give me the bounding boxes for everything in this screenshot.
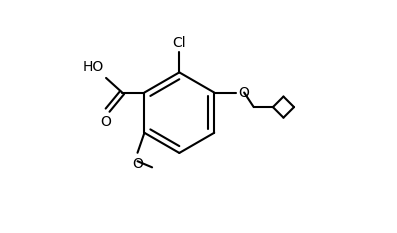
Text: O: O bbox=[238, 86, 249, 99]
Text: O: O bbox=[100, 115, 111, 129]
Text: O: O bbox=[132, 157, 143, 171]
Text: HO: HO bbox=[83, 60, 104, 74]
Text: Cl: Cl bbox=[173, 36, 186, 50]
